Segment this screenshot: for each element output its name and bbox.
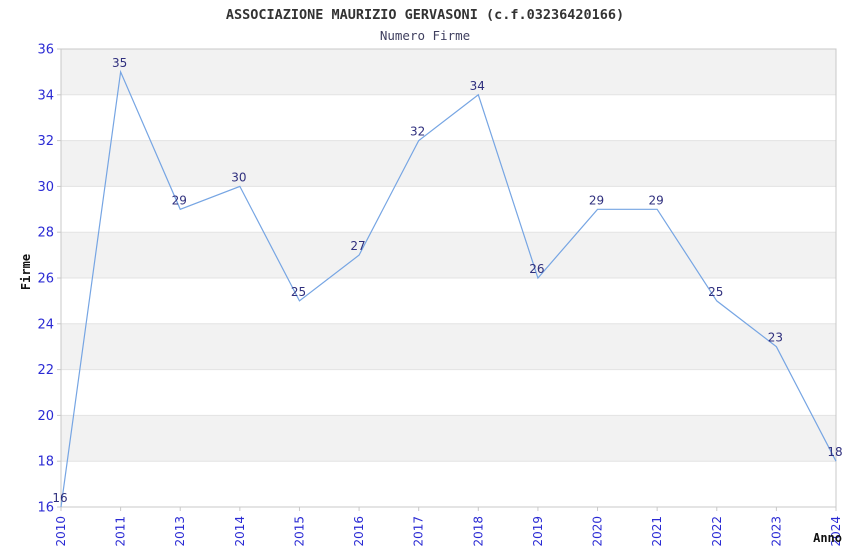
x-tick-label: 2022 [710,516,724,547]
y-tick-label: 24 [37,317,54,332]
data-point-label: 26 [529,262,544,276]
y-tick-label: 22 [37,363,54,378]
data-point-label: 34 [470,79,485,93]
y-axis-label: Firme [19,254,33,290]
data-point-label: 29 [589,193,604,207]
data-point-label: 29 [172,193,187,207]
chart-title: ASSOCIAZIONE MAURIZIO GERVASONI (c.f.032… [226,7,624,23]
data-point-label: 25 [708,285,723,299]
plot-band [61,49,836,95]
y-tick-label: 18 [37,455,54,470]
data-point-label: 30 [231,170,246,184]
data-point-labels: 16 35 29 30 25 27 32 34 26 29 29 25 23 18 [52,56,842,505]
y-tick-label: 26 [37,272,54,287]
x-tick-label: 2021 [650,516,664,547]
y-axis-tick-labels: 16 18 20 22 24 26 28 30 32 34 36 [37,43,54,516]
data-point-label: 27 [350,239,365,253]
data-point-label: 32 [410,125,425,139]
x-tick-label: 2019 [531,516,545,547]
x-tick-label: 2013 [173,516,187,547]
plot-band [61,140,836,187]
y-tick-label: 16 [37,501,54,516]
x-tick-label: 2015 [292,516,306,547]
data-point-label: 23 [768,331,783,345]
x-axis-label: Anno [813,531,842,545]
x-axis-ticks [60,507,837,511]
x-tick-label: 2020 [591,516,605,547]
data-point-label: 25 [291,285,306,299]
x-tick-label: 2010 [54,516,68,547]
y-tick-label: 28 [37,226,54,241]
y-tick-label: 34 [37,88,54,103]
x-axis-tick-labels: 2010 2011 2013 2014 2015 2016 2017 2018 2019 2020… [54,516,843,547]
x-tick-label: 2016 [352,516,366,547]
y-tick-label: 32 [37,134,54,149]
x-tick-label: 2017 [412,516,426,547]
x-tick-label: 2011 [114,516,128,547]
chart-subtitle: Numero Firme [380,28,470,43]
x-tick-label: 2023 [769,516,783,547]
y-axis-ticks [57,48,61,508]
y-tick-label: 36 [37,43,54,58]
x-tick-label: 2014 [233,516,247,547]
data-point-label: 18 [827,445,842,459]
data-point-label: 35 [112,56,127,70]
data-line [60,69,837,508]
gridlines [61,48,836,462]
data-point-label: 29 [649,193,664,207]
x-tick-label: 2024 [829,516,843,547]
plot-bands [61,49,836,462]
y-tick-label: 30 [37,180,54,195]
x-tick-label: 2018 [471,516,485,547]
plot-band [61,232,836,278]
y-tick-label: 20 [37,409,54,424]
plot-band [61,415,836,462]
data-point-label: 16 [52,491,67,505]
plot-band [61,323,836,370]
